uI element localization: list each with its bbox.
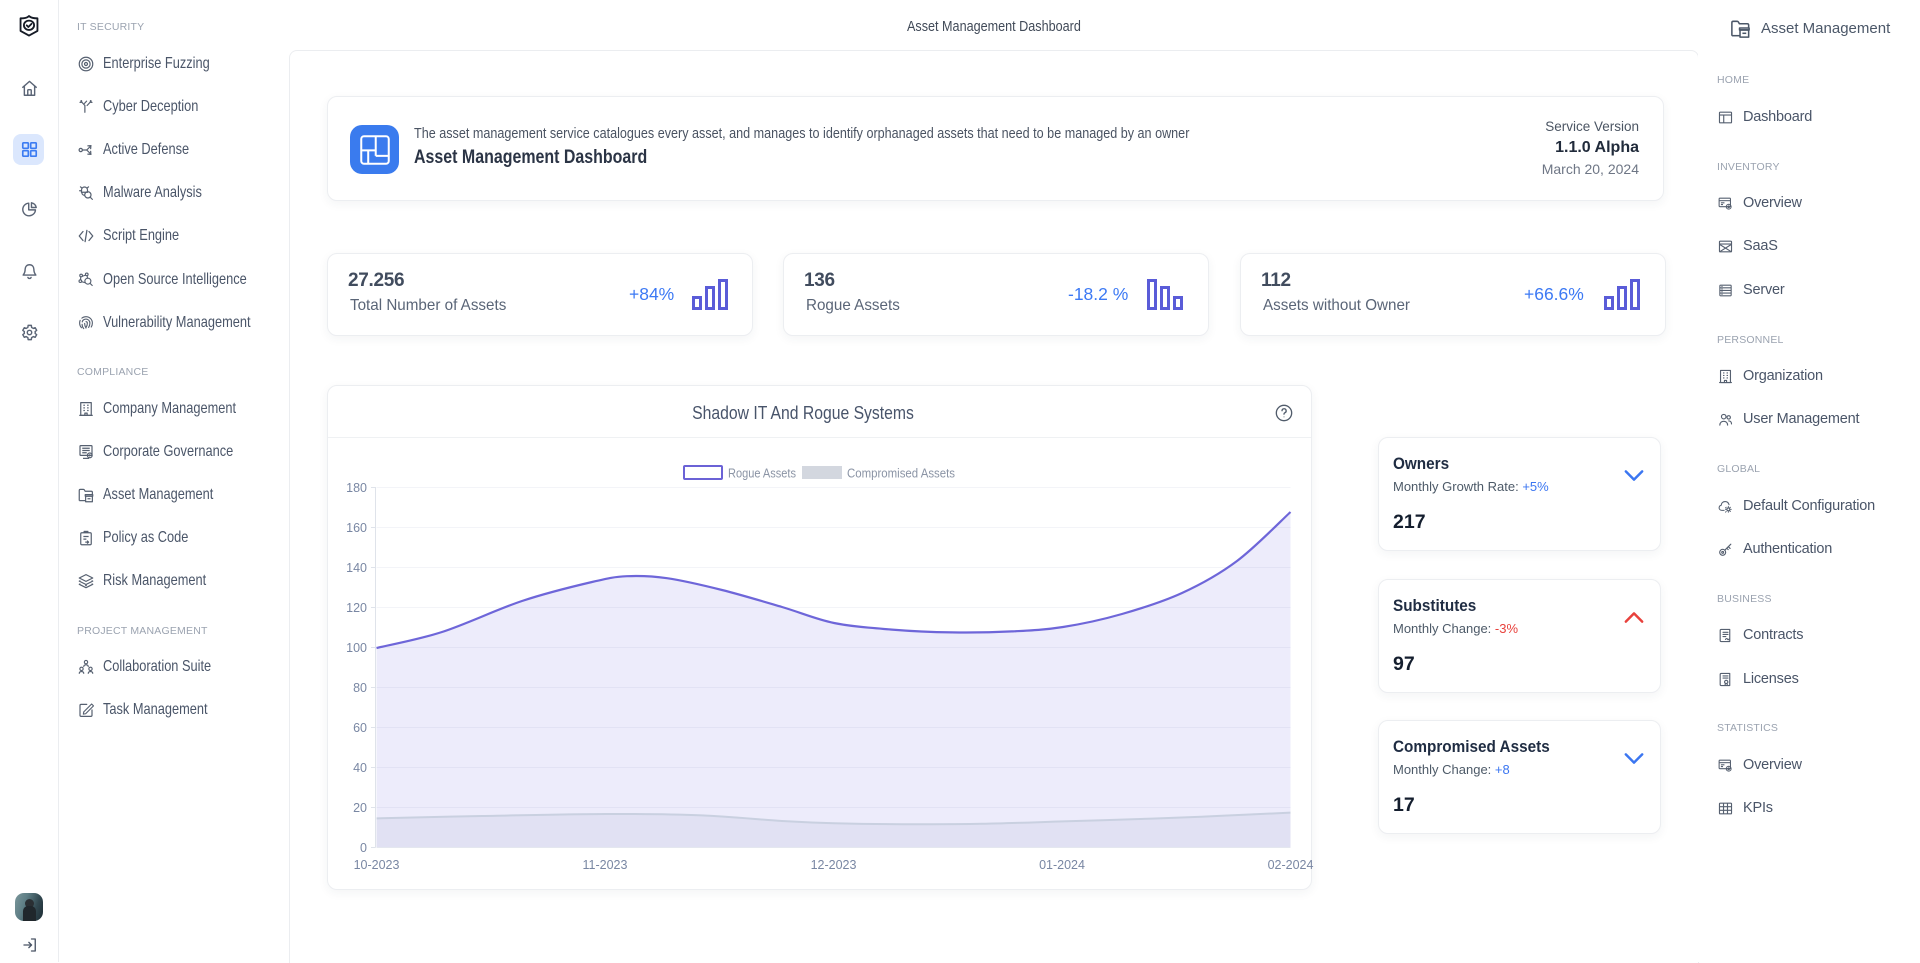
svg-text:11-2023: 11-2023: [583, 858, 628, 872]
svg-text:180: 180: [346, 481, 367, 495]
svg-text:140: 140: [346, 561, 367, 575]
svg-text:Rogue Assets: Rogue Assets: [728, 466, 796, 481]
svg-text:0: 0: [360, 841, 367, 855]
svg-text:160: 160: [346, 521, 367, 535]
svg-text:12-2023: 12-2023: [811, 858, 857, 872]
svg-text:10-2023: 10-2023: [354, 858, 400, 872]
svg-text:20: 20: [353, 801, 367, 815]
svg-text:Compromised Assets: Compromised Assets: [847, 466, 955, 481]
svg-text:120: 120: [346, 601, 367, 615]
svg-text:01-2024: 01-2024: [1039, 858, 1085, 872]
svg-text:80: 80: [353, 681, 367, 695]
svg-text:100: 100: [346, 641, 367, 655]
svg-text:40: 40: [353, 761, 367, 775]
svg-text:02-2024: 02-2024: [1268, 858, 1314, 872]
svg-text:60: 60: [353, 721, 367, 735]
